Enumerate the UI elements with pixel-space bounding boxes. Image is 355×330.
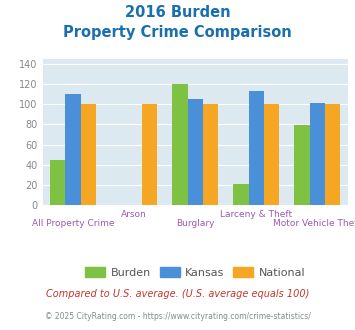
Text: Compared to U.S. average. (U.S. average equals 100): Compared to U.S. average. (U.S. average …	[46, 289, 309, 299]
Text: All Property Crime: All Property Crime	[32, 219, 114, 228]
Bar	[248, 91, 264, 205]
Bar	[325, 105, 340, 205]
Bar	[173, 84, 187, 205]
Text: 2016 Burden: 2016 Burden	[125, 5, 230, 20]
Bar	[81, 105, 96, 205]
Text: Motor Vehicle Theft: Motor Vehicle Theft	[273, 219, 355, 228]
Bar	[50, 159, 66, 205]
Bar	[310, 104, 325, 205]
Bar	[203, 105, 218, 205]
Legend: Burden, Kansas, National: Burden, Kansas, National	[81, 262, 310, 282]
Text: Property Crime Comparison: Property Crime Comparison	[63, 25, 292, 40]
Text: Arson: Arson	[121, 210, 147, 218]
Bar	[142, 105, 157, 205]
Bar	[294, 125, 310, 205]
Bar	[264, 105, 279, 205]
Bar	[66, 94, 81, 205]
Bar	[188, 99, 203, 205]
Text: Burglary: Burglary	[176, 219, 214, 228]
Bar	[234, 183, 248, 205]
Text: Larceny & Theft: Larceny & Theft	[220, 210, 293, 218]
Text: © 2025 CityRating.com - https://www.cityrating.com/crime-statistics/: © 2025 CityRating.com - https://www.city…	[45, 312, 310, 321]
